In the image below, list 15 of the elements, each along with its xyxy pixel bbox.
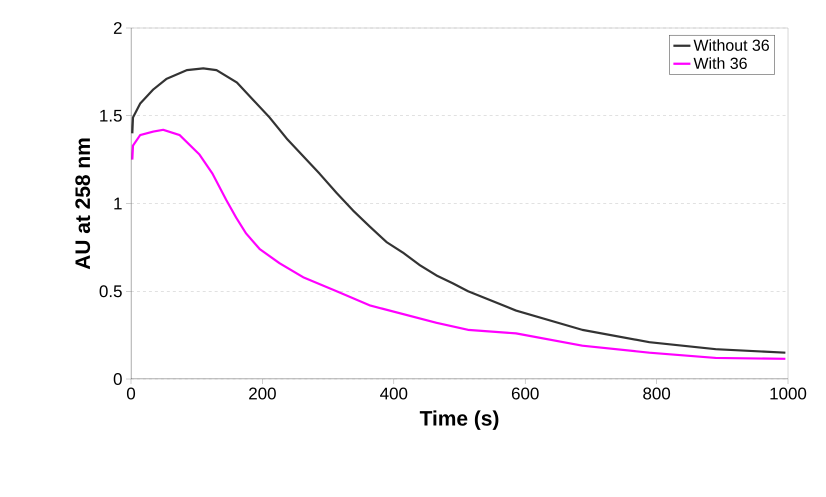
x-tick-label: 0 (126, 388, 136, 400)
x-axis-title: Time (s) (420, 410, 498, 430)
y-axis-title: AU at 258 nm (75, 138, 90, 270)
x-tick-label: 600 (512, 388, 539, 400)
x-tick-label: 1000 (770, 388, 806, 400)
x-tick-label: 400 (380, 388, 408, 400)
y-tick-label: 1 (114, 198, 122, 210)
legend-label: Without 36 (694, 39, 769, 51)
legend-label: With 36 (694, 57, 747, 69)
y-tick-label: 0.5 (100, 285, 122, 298)
y-tick-label: 0 (114, 373, 122, 386)
x-tick-label: 800 (643, 388, 670, 400)
x-tick-label: 200 (249, 388, 276, 400)
y-tick-label: 1.5 (100, 110, 122, 122)
y-tick-label: 2 (114, 22, 122, 34)
